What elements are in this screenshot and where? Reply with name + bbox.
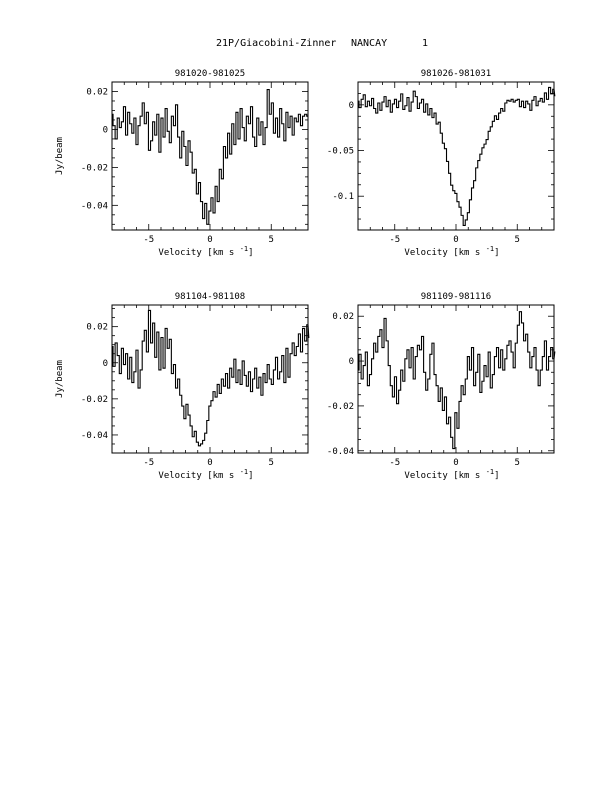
- x-tick-label: 0: [453, 235, 458, 245]
- y-tick-label: -0.02: [81, 395, 108, 405]
- x-tick-label: -5: [143, 458, 154, 468]
- spectrum-line: [358, 311, 556, 450]
- y-tick-label: 0: [103, 359, 108, 369]
- y-tick-label: 0: [349, 357, 354, 367]
- x-tick-label: -5: [389, 458, 400, 468]
- panel-4: 981109-981116 -5 0 5 0.02 0 -0.02 -0.04 Velocity…: [327, 292, 556, 481]
- spectrum-line: [112, 309, 310, 447]
- x-tick-label: 5: [269, 235, 274, 245]
- y-tick-label: 0.02: [332, 312, 354, 322]
- y-tick-label: -0.04: [327, 447, 354, 457]
- x-tick-label: 0: [207, 458, 212, 468]
- plot-frame: [357, 304, 555, 454]
- panel-title: 981104-981108: [175, 292, 245, 302]
- panel-3: 981104-981108 -5 0 5 0.02 0 -0.02 -0.04 Velocity…: [55, 292, 310, 481]
- panel-title: 981020-981025: [175, 69, 245, 79]
- x-tick-label: -5: [143, 235, 154, 245]
- y-tick-label: -0.02: [327, 402, 354, 412]
- plot-frame: [111, 81, 309, 231]
- y-tick-label: -0.02: [81, 163, 108, 173]
- spectrum-line: [358, 86, 556, 226]
- y-tick-label: 0: [349, 101, 354, 111]
- page-header: 21P/Giacobini-Zinner NANCAY 1: [0, 38, 612, 54]
- y-tick-label: -0.1: [332, 192, 354, 202]
- panel-2: 981026-981031 -5 0 5 0 -0.05 -0.1 Velocity [km …: [327, 69, 556, 258]
- station-name: NANCAY: [351, 38, 388, 49]
- y-tick-label: -0.05: [327, 147, 354, 157]
- panel-title: 981026-981031: [421, 69, 491, 79]
- y-tick-label: -0.04: [81, 201, 108, 211]
- y-tick-label: 0.02: [86, 87, 108, 97]
- x-tick-label: 5: [269, 458, 274, 468]
- x-tick-label: 0: [453, 458, 458, 468]
- x-tick-label: 0: [207, 235, 212, 245]
- x-tick-label: 5: [515, 235, 520, 245]
- panel-1: 981020-981025 -5 0 5 0.02 0 -0.02 -0.04 Velocity…: [55, 69, 309, 258]
- x-tick-label: -5: [389, 235, 400, 245]
- panel-title: 981109-981116: [421, 292, 491, 302]
- x-tick-label: 5: [515, 458, 520, 468]
- y-tick-label: 0.02: [86, 323, 108, 333]
- comet-name: 21P/Giacobini-Zinner: [216, 38, 337, 49]
- plot-frame: [357, 81, 555, 231]
- y-axis-label: Jy/beam: [55, 360, 65, 398]
- x-axis-label: Velocity [km s -1]: [404, 245, 499, 258]
- y-axis-label: Jy/beam: [55, 137, 65, 175]
- x-axis-label: Velocity [km s -1]: [158, 468, 253, 481]
- y-tick-label: 0: [103, 125, 108, 135]
- x-axis-label: Velocity [km s -1]: [404, 468, 499, 481]
- spectrum-line: [112, 89, 308, 225]
- y-tick-label: -0.04: [81, 431, 108, 441]
- page-number: 1: [422, 38, 429, 49]
- x-axis-label: Velocity [km s -1]: [158, 245, 253, 258]
